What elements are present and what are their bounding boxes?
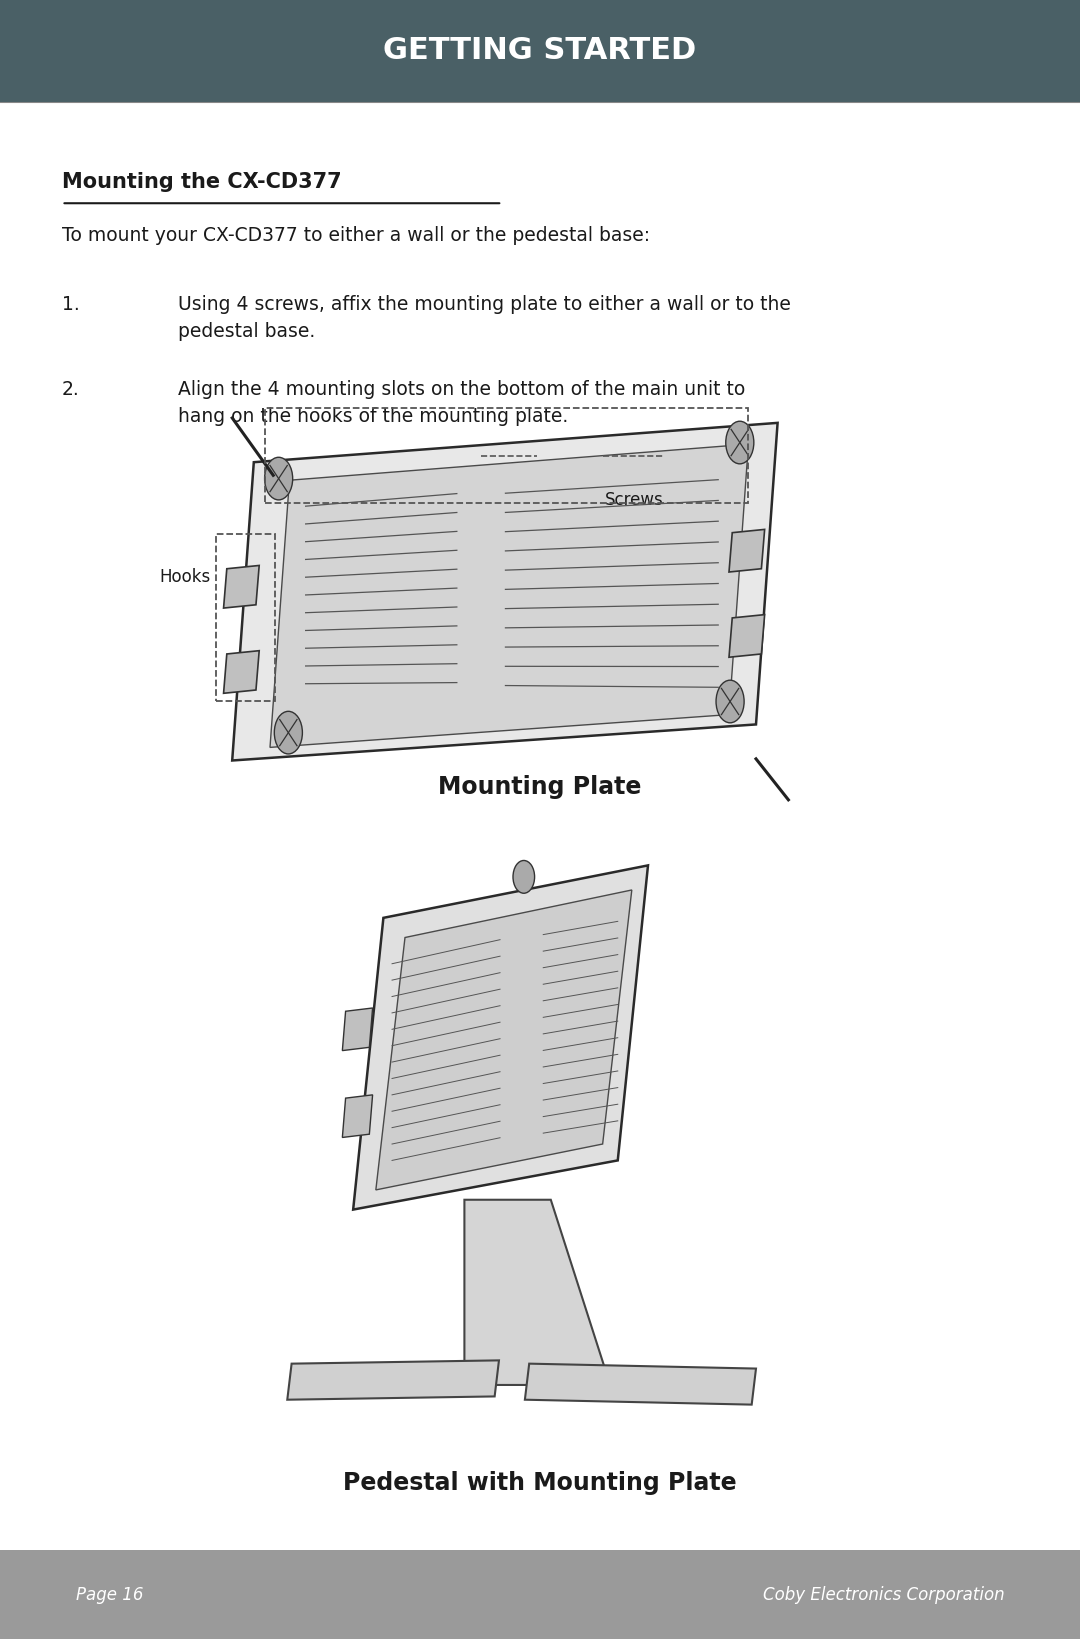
Circle shape	[274, 711, 302, 754]
Text: 2.: 2.	[62, 380, 79, 400]
Polygon shape	[353, 865, 648, 1210]
Text: Page 16: Page 16	[76, 1587, 144, 1603]
Polygon shape	[376, 890, 632, 1190]
Polygon shape	[232, 423, 778, 760]
Polygon shape	[342, 1095, 373, 1137]
Circle shape	[726, 421, 754, 464]
Polygon shape	[342, 1008, 373, 1051]
Text: GETTING STARTED: GETTING STARTED	[383, 36, 697, 66]
Text: Mounting Plate: Mounting Plate	[438, 775, 642, 800]
Polygon shape	[224, 565, 259, 608]
Polygon shape	[464, 1200, 610, 1385]
Text: Coby Electronics Corporation: Coby Electronics Corporation	[762, 1587, 1004, 1603]
Polygon shape	[270, 444, 748, 747]
Text: Pedestal with Mounting Plate: Pedestal with Mounting Plate	[343, 1470, 737, 1495]
Text: To mount your CX-CD377 to either a wall or the pedestal base:: To mount your CX-CD377 to either a wall …	[62, 226, 650, 246]
Polygon shape	[729, 529, 765, 572]
Polygon shape	[287, 1360, 499, 1400]
FancyBboxPatch shape	[0, 0, 1080, 102]
Polygon shape	[729, 615, 765, 657]
Circle shape	[265, 457, 293, 500]
Text: Align the 4 mounting slots on the bottom of the main unit to
hang on the hooks o: Align the 4 mounting slots on the bottom…	[178, 380, 745, 426]
Text: 1.: 1.	[62, 295, 79, 315]
Polygon shape	[224, 651, 259, 693]
Text: Hooks: Hooks	[160, 569, 211, 585]
Text: Mounting the CX-CD377: Mounting the CX-CD377	[62, 172, 341, 192]
Polygon shape	[525, 1364, 756, 1405]
Text: Screws: Screws	[605, 492, 663, 508]
Circle shape	[716, 680, 744, 723]
FancyBboxPatch shape	[0, 1550, 1080, 1639]
Text: Using 4 screws, affix the mounting plate to either a wall or to the
pedestal bas: Using 4 screws, affix the mounting plate…	[178, 295, 791, 341]
Circle shape	[513, 860, 535, 893]
